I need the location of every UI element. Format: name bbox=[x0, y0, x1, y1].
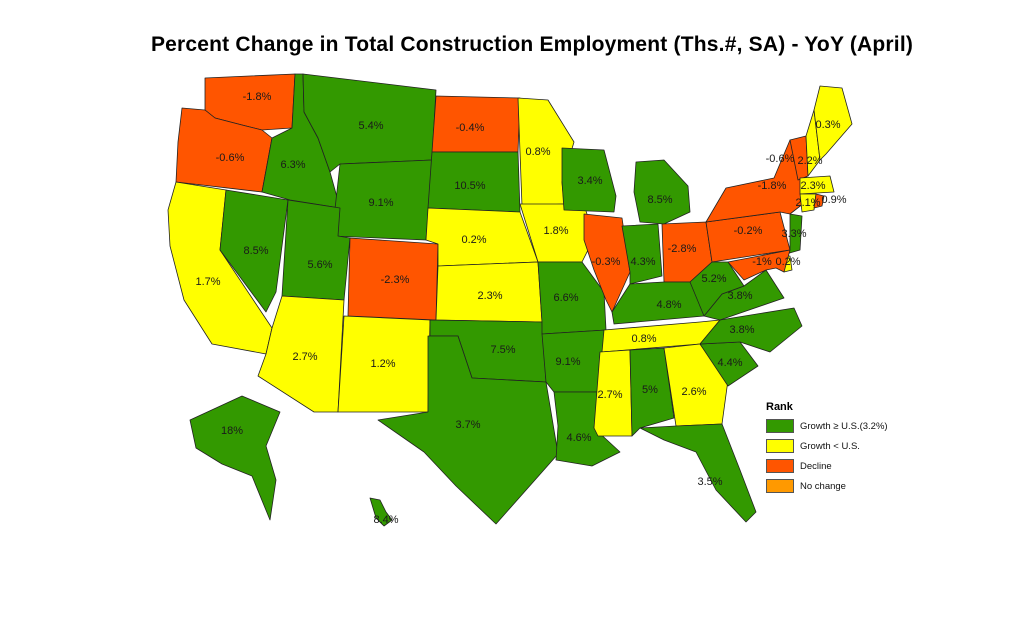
state-value-label-fl: 3.5% bbox=[697, 476, 722, 488]
state-value-label-wi: 3.4% bbox=[577, 175, 602, 187]
state-value-label-ms: 2.7% bbox=[597, 389, 622, 401]
legend-swatch bbox=[766, 479, 794, 493]
state-value-label-ne: 0.2% bbox=[461, 234, 486, 246]
state-shape-me bbox=[813, 85, 853, 161]
state-shape-md bbox=[727, 249, 791, 281]
state-value-label-ks: 2.3% bbox=[477, 290, 502, 302]
legend-label: No change bbox=[800, 480, 846, 492]
legend-title: Rank bbox=[766, 401, 793, 413]
state-value-label-mo: 6.6% bbox=[553, 292, 578, 304]
state-shape-al bbox=[629, 347, 675, 437]
state-value-label-il: -0.3% bbox=[592, 256, 621, 268]
state-shapes bbox=[167, 73, 853, 527]
state-shape-ms bbox=[593, 349, 633, 437]
state-value-label-nh: 2.2% bbox=[797, 155, 822, 167]
state-value-label-mi: 8.5% bbox=[647, 194, 672, 206]
state-shape-ga bbox=[663, 343, 729, 427]
state-shape-wi bbox=[561, 147, 617, 213]
state-value-label-md: -1% bbox=[752, 256, 772, 268]
state-value-label-tx: 3.7% bbox=[455, 419, 480, 431]
legend: Rank Growth ≥ U.S.(3.2%) Growth < U.S. Dec… bbox=[766, 401, 888, 496]
state-value-label-tn: 0.8% bbox=[631, 333, 656, 345]
legend-item-no-change: No change bbox=[766, 476, 888, 496]
state-labels: -1.8% -0.6% 1.7% 8.5% 6.3% 5.4% 9.1% 5.6% 2.7% -2… bbox=[195, 91, 846, 526]
state-shape-ri bbox=[813, 193, 825, 209]
state-value-label-wa: -1.8% bbox=[243, 91, 272, 103]
state-value-label-la: 4.6% bbox=[566, 432, 591, 444]
state-value-label-ri: 0.9% bbox=[821, 194, 846, 206]
state-value-label-pa: -0.2% bbox=[734, 225, 763, 237]
state-value-label-ak: 18% bbox=[221, 425, 243, 437]
state-shape-or bbox=[175, 107, 273, 193]
state-value-label-ia: 1.8% bbox=[543, 225, 568, 237]
state-value-label-id: 6.3% bbox=[280, 159, 305, 171]
state-value-label-de: 0.2% bbox=[775, 256, 800, 268]
state-shape-ak bbox=[189, 395, 281, 521]
state-value-label-nj: 3.3% bbox=[781, 228, 806, 240]
state-value-label-sc: 4.4% bbox=[717, 357, 742, 369]
state-value-label-nd: -0.4% bbox=[456, 122, 485, 134]
state-value-label-nc: 3.8% bbox=[729, 324, 754, 336]
state-value-label-hi: 8.4% bbox=[373, 514, 398, 526]
legend-items: Growth ≥ U.S.(3.2%) Growth < U.S. Decline N… bbox=[766, 416, 888, 496]
state-shape-nj bbox=[785, 213, 803, 255]
state-value-label-al: 5% bbox=[642, 384, 658, 396]
legend-label: Decline bbox=[800, 460, 832, 472]
state-shape-in bbox=[621, 223, 663, 285]
state-value-label-az: 2.7% bbox=[292, 351, 317, 363]
state-value-label-sd: 10.5% bbox=[454, 180, 485, 192]
state-value-label-ny: -1.8% bbox=[758, 180, 787, 192]
state-shape-hi bbox=[369, 497, 393, 527]
state-value-label-vt: -0.6% bbox=[766, 153, 795, 165]
state-value-label-ct: 2.1% bbox=[795, 197, 820, 209]
state-value-label-ma: 2.3% bbox=[800, 180, 825, 192]
state-value-label-wy: 9.1% bbox=[368, 197, 393, 209]
state-value-label-mn: 0.8% bbox=[525, 146, 550, 158]
state-shape-ma bbox=[799, 175, 835, 195]
state-shape-ut bbox=[281, 199, 351, 301]
state-value-label-ut: 5.6% bbox=[307, 259, 332, 271]
legend-item-growth-ge-us: Growth ≥ U.S.(3.2%) bbox=[766, 416, 888, 436]
legend-swatch bbox=[766, 459, 794, 473]
state-value-label-me: 0.3% bbox=[815, 119, 840, 131]
state-value-label-nm: 1.2% bbox=[370, 358, 395, 370]
state-value-label-mt: 5.4% bbox=[358, 120, 383, 132]
state-value-label-ok: 7.5% bbox=[490, 344, 515, 356]
map-title: Percent Change in Total Construction Emp… bbox=[150, 33, 914, 56]
state-value-label-ga: 2.6% bbox=[681, 386, 706, 398]
state-value-label-co: -2.3% bbox=[381, 274, 410, 286]
state-value-label-oh: -2.8% bbox=[668, 243, 697, 255]
state-value-label-in: 4.3% bbox=[630, 256, 655, 268]
state-shape-fl bbox=[639, 423, 757, 523]
state-value-label-or: -0.6% bbox=[216, 152, 245, 164]
legend-label: Growth ≥ U.S.(3.2%) bbox=[800, 420, 888, 432]
state-shape-nv bbox=[219, 189, 289, 313]
state-shape-ct bbox=[799, 193, 817, 213]
state-value-label-ky: 4.8% bbox=[656, 299, 681, 311]
state-shape-tx bbox=[377, 335, 559, 525]
state-value-label-wv: 5.2% bbox=[701, 273, 726, 285]
state-shape-az bbox=[257, 295, 345, 413]
state-shape-mi bbox=[633, 159, 691, 225]
state-value-label-ca: 1.7% bbox=[195, 276, 220, 288]
legend-label: Growth < U.S. bbox=[800, 440, 860, 452]
legend-swatch bbox=[766, 419, 794, 433]
state-value-label-ar: 9.1% bbox=[555, 356, 580, 368]
legend-item-growth-lt-us: Growth < U.S. bbox=[766, 436, 888, 456]
legend-swatch bbox=[766, 439, 794, 453]
state-value-label-nv: 8.5% bbox=[243, 245, 268, 257]
legend-item-decline: Decline bbox=[766, 456, 888, 476]
state-value-label-va: 3.8% bbox=[727, 290, 752, 302]
